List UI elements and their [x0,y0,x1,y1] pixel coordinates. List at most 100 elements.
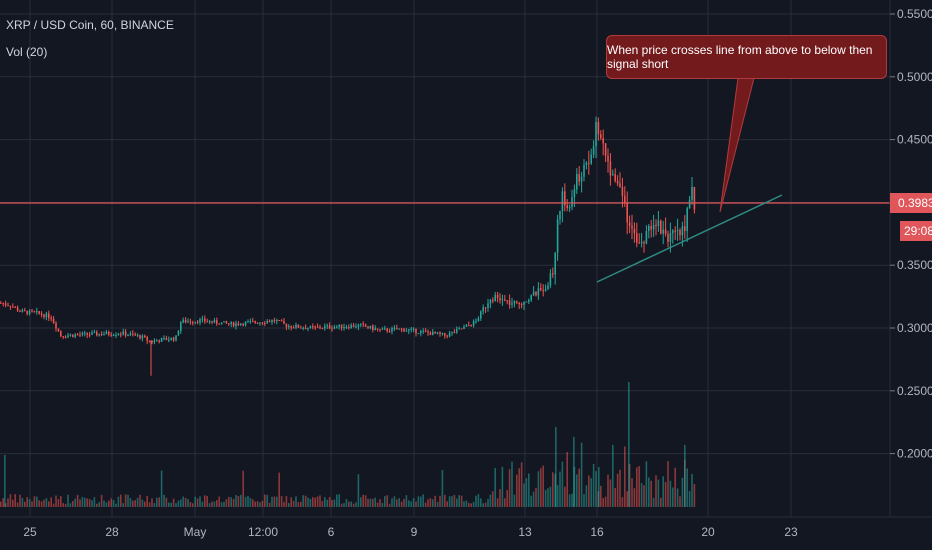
candle-body [168,339,170,341]
candle-body [448,333,451,337]
time-tick-label: 12:00 [248,525,278,539]
volume-bar [592,463,595,507]
symbol-title[interactable]: XRP / USD Coin, 60, BINANCE [6,18,174,32]
volume-bar [422,494,424,507]
candle-body [316,326,319,328]
price-axis-panel[interactable] [890,0,932,517]
candle-body [338,324,340,327]
candle-body [561,191,564,211]
candle-body [199,319,201,323]
volume-bar [357,474,360,507]
candle-body [115,334,117,336]
volume-bar [638,466,640,507]
volume-bar [528,473,530,507]
candle-body [494,294,496,302]
volume-bar [475,495,477,507]
candle-body [76,334,79,336]
volume-bar [336,494,338,507]
volume-bar [19,494,21,507]
candle-body [482,307,484,312]
volume-bar [64,503,67,507]
candle-body [350,325,352,328]
candle-body [300,327,302,329]
volume-bar [319,495,321,507]
candle-body [240,323,242,326]
volume-bar [628,382,630,507]
candle-body [530,295,532,300]
candle-body [213,320,216,323]
volume-bar [555,427,557,507]
volume-bar [523,483,525,507]
volume-bar [561,461,564,507]
time-tick-label: 13 [518,525,532,539]
volume-bar [345,499,348,507]
candle-body [122,331,124,335]
volume-bar [424,502,427,507]
volume-bar [652,497,655,507]
volume-bar [612,444,614,507]
trendline[interactable] [596,194,783,283]
candle-body [631,225,633,229]
time-axis-panel[interactable] [0,517,932,550]
candle-body [7,305,9,307]
volume-bar [98,502,100,507]
candle-body [254,321,256,323]
candle-body [64,336,67,338]
volume-bar [583,494,585,507]
candle-body [535,291,537,296]
candle-body [621,187,624,196]
volume-bar [115,503,117,507]
candlesticks [0,116,696,376]
volume-bar [48,501,50,507]
candle-body [252,321,254,323]
volume-indicator-label[interactable]: Vol (20) [6,45,48,59]
volume-bar [681,477,684,507]
candle-body [477,318,480,321]
volume-bar [225,499,228,507]
candle-body [537,288,540,296]
candle-body [98,333,100,336]
grid [0,0,890,517]
time-tick-label: 6 [328,525,335,539]
time-tick-label: 20 [701,525,715,539]
volume-bar [691,474,693,507]
volume-bar [645,461,648,507]
volume-bar [9,494,12,507]
volume-bar [367,498,369,507]
volume-bar [324,497,326,507]
candle-body [669,233,672,242]
candle-body [602,138,604,144]
volume-bar [532,491,535,507]
volume-bar [444,494,446,507]
volume-bar [33,496,36,507]
candle-body [57,328,60,332]
annotation-callout[interactable]: When price crosses line from above to be… [606,35,887,79]
candle-body [643,242,645,244]
candle-body [484,307,487,309]
candle-body [472,321,475,326]
candle-body [96,331,98,336]
candle-body [424,330,427,332]
candle-body [439,332,441,334]
volume-bar [588,475,590,507]
volume-bar [616,473,619,507]
candle-body [208,321,211,323]
volume-bar [535,487,537,507]
volume-bar [108,500,110,507]
volume-bar [266,494,268,507]
volume-bar [261,500,264,507]
candle-body [242,323,244,326]
volume-bar [556,485,559,507]
candle-body [134,334,136,336]
volume-bar [223,501,225,507]
candle-body [79,334,81,336]
candle-body [367,326,369,328]
volume-bar [672,487,674,507]
volume-bar [208,503,211,507]
volume-bar [136,497,139,507]
volume-bar [602,498,604,507]
time-axis-labels: 25 28 May 12:00 6 9 13 16 20 23 [23,525,798,539]
volume-bar [540,468,542,507]
volume-bar [600,485,602,507]
